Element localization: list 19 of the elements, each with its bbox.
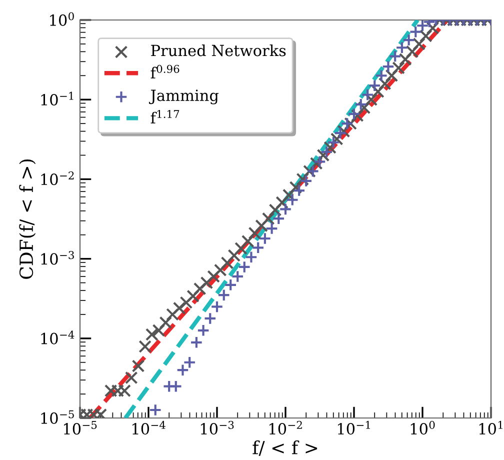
y-tick-label: 10$^{−4}$ bbox=[41, 330, 74, 344]
y-tick-label: 10$^{0}$ bbox=[50, 12, 74, 26]
x-tick-label: 10$^{−5}$ bbox=[64, 421, 97, 435]
legend-label: Jamming bbox=[148, 90, 219, 104]
x-tick-label: 10$^{−3}$ bbox=[200, 420, 234, 435]
y-tick-label: 10$^{−1}$ bbox=[41, 92, 74, 106]
x-tick-label: 10$^{−1}$ bbox=[338, 420, 370, 435]
y-tick-label: 10$^{−2}$ bbox=[41, 171, 74, 186]
x-tick-label: 10$^{−4}$ bbox=[132, 420, 166, 435]
y-tick-label: 10$^{−5}$ bbox=[41, 410, 74, 424]
legend-label: Pruned Networks bbox=[151, 44, 286, 56]
legend-label: f$^{0.96}$ bbox=[150, 64, 180, 78]
legend-label: f$^{1.17}$ bbox=[150, 110, 180, 124]
y-tick-label: 10$^{−3}$ bbox=[41, 251, 74, 265]
x-tick-label: 10$^{0}$ bbox=[410, 420, 435, 435]
x-axis-title: f/ < f > bbox=[252, 440, 318, 456]
y-axis-title: CDF(f/ < f >) bbox=[19, 160, 36, 279]
x-tick-label: 10$^{−2}$ bbox=[269, 420, 302, 435]
x-tick-label: 10$^{1}$ bbox=[479, 420, 502, 435]
